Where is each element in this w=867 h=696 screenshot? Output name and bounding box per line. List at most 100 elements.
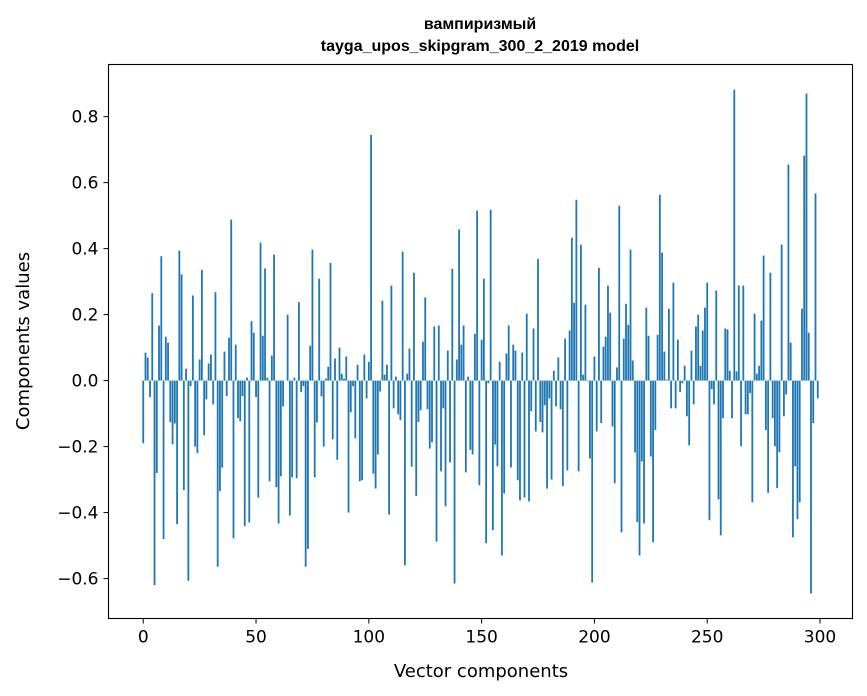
bar-component-175 [537,258,539,381]
bar-component-209 [613,380,616,484]
bar-component-161 [505,353,508,381]
bar-component-60 [277,380,280,524]
bar-component-199 [591,380,594,583]
x-tick-label: 300 [804,628,836,648]
bar-component-126 [426,380,429,410]
bar-component-54 [264,268,266,381]
bar-component-237 [676,339,679,381]
bar-component-299 [816,380,819,399]
bar-component-196 [584,304,587,381]
bar-component-253 [713,380,715,405]
bar-component-232 [665,379,668,381]
bar-component-145 [469,380,472,450]
bar-component-280 [773,380,776,447]
bar-component-169 [523,380,526,498]
bar-component-219 [636,380,639,523]
bar-component-228 [656,334,659,381]
bar-component-92 [349,380,352,413]
bar-component-278 [769,272,772,381]
bar-component-69 [297,302,300,381]
bar-component-287 [789,342,792,381]
bar-component-210 [616,367,618,381]
bar-component-76 [313,380,316,478]
bar-component-66 [291,380,294,478]
bar-component-283 [780,244,783,381]
bar-component-56 [268,380,271,482]
chart-title-model: tayga_upos_skipgram_300_2_2019 model [321,38,639,55]
bar-component-297 [812,380,815,424]
bar-component-110 [390,285,393,381]
bar-component-162 [507,325,510,381]
bar-component-221 [640,380,643,462]
bar-component-186 [561,380,564,487]
bar-component-245 [695,326,697,381]
bar-component-104 [376,380,379,455]
bar-component-191 [573,302,576,381]
bar-component-75 [311,249,314,381]
bar-component-152 [485,380,488,544]
bar-component-26 [200,269,203,381]
bar-component-241 [686,380,688,417]
bar-component-19 [185,368,188,381]
bar-component-293 [803,155,806,381]
y-tick-label: 0.0 [71,372,98,392]
bar-component-77 [316,380,318,423]
bar-component-255 [717,380,720,500]
bar-component-272 [755,373,758,381]
bar-component-33 [216,380,219,567]
bar-component-40 [232,380,235,539]
bar-component-81 [325,378,327,381]
bar-component-22 [191,295,194,381]
bar-component-150 [480,339,483,381]
bar-component-224 [647,335,650,381]
chart-title-word: вампиризмый [424,16,536,33]
bar-component-9 [162,380,165,539]
bar-component-279 [771,380,774,419]
bar-component-13 [171,380,174,445]
bar-component-103 [374,380,377,489]
bar-component-129 [433,326,436,381]
bar-component-130 [435,380,438,542]
bar-component-74 [309,345,312,381]
bar-component-91 [347,380,350,513]
bar-component-222 [643,380,645,524]
bar-component-257 [722,380,724,419]
bar-component-124 [422,341,424,381]
bar-component-121 [415,380,418,497]
bar-component-118 [408,348,411,381]
bar-component-273 [758,365,761,381]
bar-component-176 [539,380,542,423]
bar-component-25 [198,359,201,381]
bar-component-230 [661,252,664,381]
bar-component-24 [196,380,199,454]
bar-component-11 [167,342,169,381]
bar-component-142 [462,325,465,381]
bar-component-127 [428,380,431,449]
y-tick-label: 0.2 [71,306,98,326]
bar-component-143 [464,380,467,473]
bar-component-153 [487,380,490,384]
bar-component-105 [379,380,382,392]
bar-component-34 [219,380,221,492]
bar-component-167 [519,380,521,501]
bar-component-141 [460,344,463,381]
bar-component-148 [476,210,479,381]
bar-component-225 [649,380,652,457]
bar-component-251 [708,380,711,521]
bar-component-201 [595,380,598,432]
bar-component-139 [455,359,458,381]
x-tick-label: 50 [245,628,267,648]
bar-component-154 [489,209,492,381]
bar-component-131 [437,325,440,381]
bar-component-192 [575,199,578,381]
bar-component-216 [629,249,632,381]
bar-component-30 [210,354,212,381]
bar-component-239 [681,380,684,384]
bar-component-212 [620,380,623,533]
bar-component-52 [259,242,262,381]
bar-component-28 [205,380,208,400]
bar-component-95 [356,364,359,381]
bar-component-200 [593,356,596,381]
bar-component-184 [557,357,560,381]
